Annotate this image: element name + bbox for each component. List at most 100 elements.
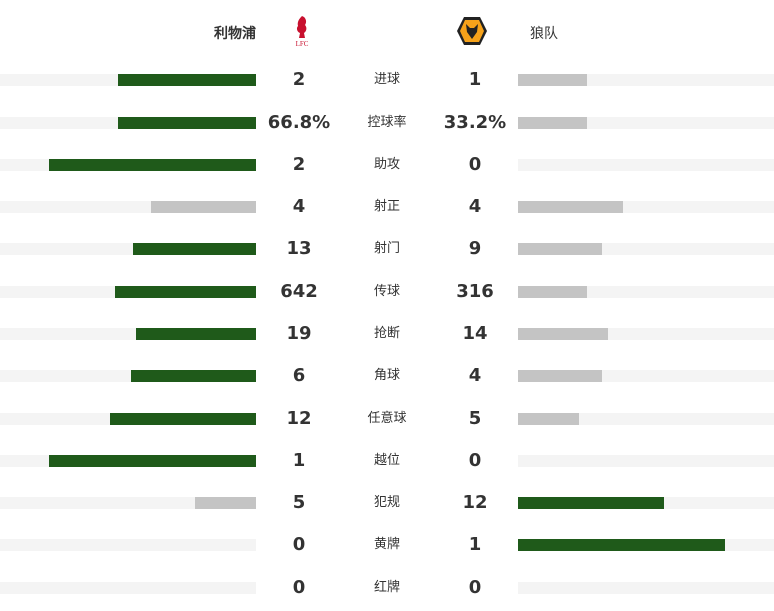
away-bar-track	[518, 159, 774, 171]
home-bar	[110, 413, 256, 425]
stat-row: 642 传球 316	[0, 280, 774, 304]
stat-row: 2 助攻 0	[0, 153, 774, 177]
stat-label: 任意球	[367, 411, 407, 426]
home-bar	[151, 201, 256, 213]
away-bar-track	[518, 201, 774, 213]
stat-row: 0 黄牌 1	[0, 533, 774, 557]
home-bar-track	[0, 455, 256, 467]
home-bar	[135, 328, 256, 340]
home-bar	[115, 286, 256, 298]
away-bar	[518, 201, 623, 213]
home-bar-track	[0, 582, 256, 594]
home-bar-track	[0, 159, 256, 171]
away-value: 0	[468, 154, 482, 175]
wolves-crest-icon	[457, 17, 487, 45]
stat-label: 黄牌	[373, 537, 400, 552]
home-bar	[48, 159, 256, 171]
home-value: 1	[292, 450, 306, 471]
away-bar-track	[518, 117, 774, 129]
home-bar-track	[0, 286, 256, 298]
home-value: 0	[292, 534, 306, 555]
away-value: 9	[468, 238, 482, 259]
stat-label: 抢断	[373, 326, 400, 341]
stat-label: 射门	[373, 241, 400, 256]
stat-row: 5 犯规 12	[0, 491, 774, 515]
svg-text:LFC: LFC	[296, 40, 309, 48]
home-value: 4	[292, 196, 306, 217]
away-bar	[518, 497, 664, 509]
away-bar	[518, 370, 603, 382]
stat-row: 1 越位 0	[0, 449, 774, 473]
away-bar	[518, 117, 588, 129]
home-bar	[130, 370, 256, 382]
stat-row: 2 进球 1	[0, 68, 774, 92]
stat-label: 犯规	[373, 495, 400, 510]
stat-row: 19 抢断 14	[0, 322, 774, 346]
away-value: 0	[468, 450, 482, 471]
away-bar-track	[518, 455, 774, 467]
away-bar-track	[518, 413, 774, 425]
home-value: 12	[286, 408, 312, 429]
away-bar-track	[518, 370, 774, 382]
match-header: 利物浦 LFC 狼队	[0, 0, 774, 62]
home-team-name: 利物浦	[214, 26, 256, 42]
away-bar-track	[518, 286, 774, 298]
home-bar-track	[0, 201, 256, 213]
away-bar	[518, 413, 580, 425]
stat-label: 射正	[373, 199, 400, 214]
home-bar-track	[0, 74, 256, 86]
home-value: 5	[292, 492, 306, 513]
stat-row: 12 任意球 5	[0, 407, 774, 431]
away-bar-track	[518, 328, 774, 340]
home-value: 2	[292, 154, 306, 175]
home-bar-track	[0, 328, 256, 340]
home-bar-track	[0, 117, 256, 129]
away-value: 0	[468, 577, 482, 598]
home-bar-track	[0, 370, 256, 382]
home-bar	[117, 117, 256, 129]
stat-row: 13 射门 9	[0, 237, 774, 261]
home-bar	[133, 243, 256, 255]
stat-label: 角球	[373, 368, 400, 383]
away-bar	[518, 539, 726, 551]
away-bar-track	[518, 497, 774, 509]
home-bar	[48, 455, 256, 467]
home-bar-track	[0, 243, 256, 255]
away-bar-track	[518, 539, 774, 551]
away-bar-track	[518, 582, 774, 594]
away-bar	[518, 286, 588, 298]
stat-label: 越位	[373, 453, 400, 468]
home-bar-track	[0, 539, 256, 551]
home-value: 6	[292, 365, 306, 386]
away-bar	[518, 74, 588, 86]
home-bar	[117, 74, 256, 86]
home-bar	[194, 497, 256, 509]
away-value: 4	[468, 196, 482, 217]
home-bar-track	[0, 413, 256, 425]
stat-row: 4 射正 4	[0, 195, 774, 219]
away-bar-track	[518, 74, 774, 86]
stat-label: 助攻	[373, 157, 400, 172]
stat-row: 0 红牌 0	[0, 576, 774, 600]
home-bar-track	[0, 497, 256, 509]
away-value: 33.2%	[443, 112, 507, 133]
home-value: 642	[280, 281, 318, 302]
away-bar-track	[518, 243, 774, 255]
away-value: 14	[462, 323, 488, 344]
liverpool-crest-icon: LFC	[296, 16, 309, 48]
away-value: 1	[468, 534, 482, 555]
stat-label: 进球	[373, 72, 400, 87]
stat-label: 控球率	[367, 115, 407, 130]
stat-row: 66.8% 控球率 33.2%	[0, 111, 774, 135]
away-value: 5	[468, 408, 482, 429]
away-value: 12	[462, 492, 488, 513]
home-value: 13	[286, 238, 312, 259]
stat-label: 红牌	[373, 580, 400, 595]
stat-row: 6 角球 4	[0, 364, 774, 388]
home-value: 19	[286, 323, 312, 344]
away-bar	[518, 243, 603, 255]
away-team-name: 狼队	[530, 26, 558, 42]
away-value: 1	[468, 69, 482, 90]
away-value: 316	[456, 281, 494, 302]
away-value: 4	[468, 365, 482, 386]
